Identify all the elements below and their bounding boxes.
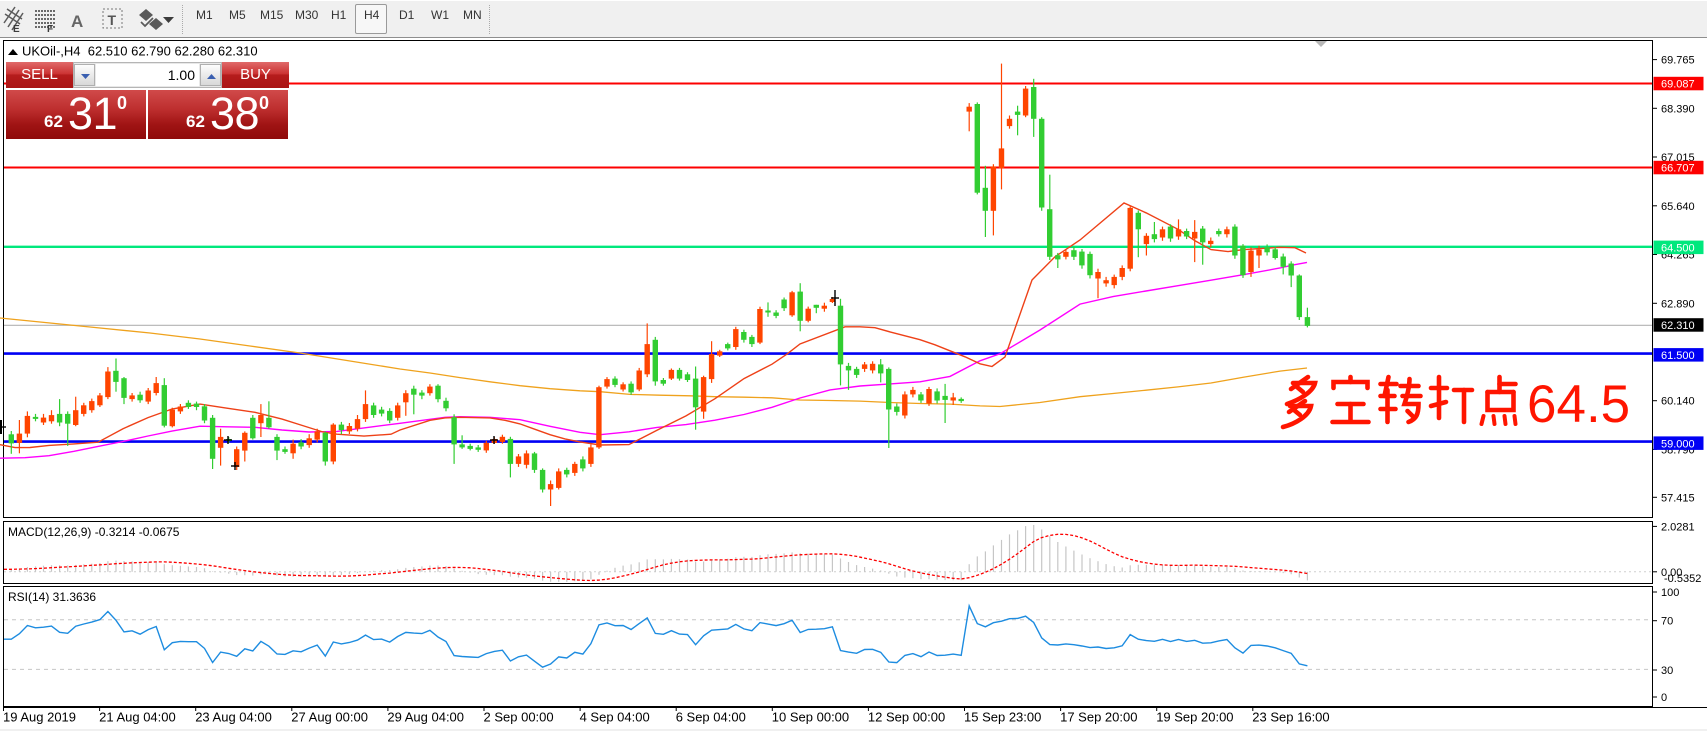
svg-text:2 Sep 00:00: 2 Sep 00:00 — [484, 710, 554, 725]
svg-text:-0.5352: -0.5352 — [1664, 573, 1701, 585]
svg-text:6 Sep 04:00: 6 Sep 04:00 — [676, 710, 746, 725]
svg-text:70: 70 — [1661, 616, 1673, 628]
svg-text:69.765: 69.765 — [1661, 55, 1695, 67]
svg-text:62.310: 62.310 — [1661, 320, 1695, 332]
svg-text:64.5: 64.5 — [1527, 375, 1630, 434]
svg-text:23 Aug 04:00: 23 Aug 04:00 — [195, 710, 272, 725]
svg-text:19 Sep 20:00: 19 Sep 20:00 — [1156, 710, 1233, 725]
svg-text:23 Sep 16:00: 23 Sep 16:00 — [1252, 710, 1329, 725]
svg-text:10 Sep 00:00: 10 Sep 00:00 — [772, 710, 849, 725]
svg-text:68.390: 68.390 — [1661, 103, 1695, 115]
svg-text:69.087: 69.087 — [1661, 79, 1695, 91]
svg-text:F: F — [47, 24, 53, 35]
svg-text:E: E — [13, 24, 20, 35]
svg-text:21 Aug 04:00: 21 Aug 04:00 — [99, 710, 176, 725]
svg-text:MACD(12,26,9) -0.3214 -0.0675: MACD(12,26,9) -0.3214 -0.0675 — [8, 525, 180, 539]
svg-text:UKOil-,H4 62.510 62.790 62.28: UKOil-,H4 62.510 62.790 62.280 62.310 — [22, 44, 258, 59]
svg-text:61.500: 61.500 — [1661, 350, 1695, 362]
svg-text:59.000: 59.000 — [1661, 438, 1695, 450]
svg-text:15 Sep 23:00: 15 Sep 23:00 — [964, 710, 1041, 725]
svg-text:60.140: 60.140 — [1661, 396, 1695, 408]
svg-text:RSI(14) 31.3636: RSI(14) 31.3636 — [8, 590, 96, 604]
svg-text:30: 30 — [1661, 665, 1673, 677]
svg-text:64.500: 64.500 — [1661, 243, 1695, 255]
svg-text:27 Aug 00:00: 27 Aug 00:00 — [291, 710, 368, 725]
svg-text:100: 100 — [1661, 587, 1679, 599]
svg-text:T: T — [108, 12, 117, 28]
svg-text:29 Aug 04:00: 29 Aug 04:00 — [387, 710, 464, 725]
svg-text:17 Sep 20:00: 17 Sep 20:00 — [1060, 710, 1137, 725]
svg-text:66.707: 66.707 — [1661, 163, 1695, 175]
svg-text:0.00: 0.00 — [1661, 567, 1682, 579]
svg-text:0: 0 — [1661, 692, 1667, 704]
svg-text:19 Aug 2019: 19 Aug 2019 — [3, 710, 76, 725]
svg-text:65.640: 65.640 — [1661, 201, 1695, 213]
svg-text:12 Sep 00:00: 12 Sep 00:00 — [868, 710, 945, 725]
svg-text:62.890: 62.890 — [1661, 298, 1695, 310]
svg-text:2.0281: 2.0281 — [1661, 521, 1695, 533]
svg-text:A: A — [71, 12, 83, 31]
svg-text:57.415: 57.415 — [1661, 492, 1695, 504]
svg-text:4 Sep 04:00: 4 Sep 04:00 — [580, 710, 650, 725]
